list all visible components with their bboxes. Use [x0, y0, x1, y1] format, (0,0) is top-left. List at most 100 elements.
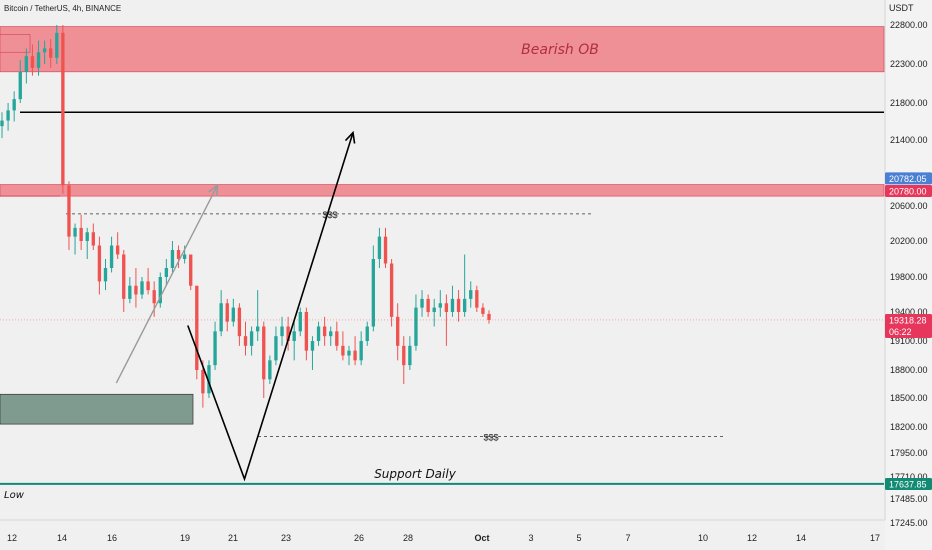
price-tag-bg-0 [885, 172, 932, 185]
x-tick-label-2: 16 [107, 533, 117, 543]
y-tick-label-3: 21400.00 [890, 135, 928, 145]
candle-body-20 [122, 254, 126, 299]
candle-body-80 [487, 313, 491, 320]
price-axis-panel [885, 0, 932, 550]
x-tick-label-12: 10 [698, 533, 708, 543]
candle-body-1 [6, 110, 10, 121]
projection-arrowhead-0 [344, 130, 356, 144]
y-tick-label-4: 20600.00 [890, 201, 928, 211]
zone-1 [0, 184, 885, 197]
candle-body-8 [49, 48, 53, 58]
y-tick-label-1: 22300.00 [890, 59, 928, 69]
y-tick-label-5: 20200.00 [890, 236, 928, 246]
candle-body-13 [79, 227, 83, 241]
candle-body-31 [189, 254, 193, 286]
y-tick-label-9: 18800.00 [890, 365, 928, 375]
candle-body-7 [42, 48, 47, 53]
low-label: Low [4, 490, 25, 501]
candle-body-63 [383, 236, 388, 264]
x-tick-label-13: 12 [747, 533, 757, 543]
candle-body-16 [97, 245, 102, 282]
price-tag-countdown-2: 06:22 [889, 327, 912, 337]
candle-body-50 [304, 312, 309, 351]
candle-body-62 [377, 236, 382, 259]
projection-path-1 [115, 185, 219, 384]
candle-body-69 [420, 298, 424, 308]
level-label-2: $$$ [322, 210, 337, 220]
candle-body-22 [134, 285, 138, 295]
x-tick-label-4: 21 [228, 533, 238, 543]
candle-body-51 [310, 341, 315, 351]
candle-body-44 [268, 360, 272, 380]
candle-body-40 [243, 336, 248, 346]
candle-body-39 [237, 307, 242, 337]
x-tick-label-7: 28 [403, 533, 413, 543]
y-tick-label-2: 21800.00 [890, 98, 928, 108]
y-tick-label-8: 19100.00 [890, 336, 928, 346]
candle-body-79 [481, 307, 485, 314]
x-tick-label-10: 5 [576, 533, 581, 543]
price-tag-bg-1 [885, 185, 932, 197]
currency-label: USDT [889, 3, 914, 13]
y-tick-label-7: 19400.00 [890, 307, 928, 317]
candle-body-53 [322, 326, 327, 337]
candle-body-11 [67, 185, 71, 237]
y-tick-label-12: 17950.00 [890, 448, 928, 458]
candle-body-42 [256, 326, 260, 332]
candle-body-73 [444, 303, 449, 312]
y-tick-label-11: 18200.00 [890, 422, 928, 432]
x-tick-label-3: 19 [180, 533, 190, 543]
candle-body-15 [91, 232, 95, 246]
candle-body-66 [402, 345, 406, 366]
y-tick-label-0: 22800.00 [890, 20, 928, 30]
candle-body-29 [176, 250, 181, 259]
candle-body-0 [0, 120, 4, 127]
candle-body-54 [329, 331, 333, 337]
candle-body-78 [475, 290, 479, 308]
candle-body-18 [109, 245, 114, 268]
price-tag-value-3: 17637.85 [889, 480, 927, 490]
candle-body-75 [456, 298, 461, 312]
price-tag-bg-3 [885, 478, 932, 490]
candle-body-49 [298, 312, 302, 332]
candle-body-36 [219, 303, 223, 332]
candle-body-32 [195, 285, 199, 370]
level-label-3: $$$ [483, 432, 498, 442]
candle-body-52 [316, 326, 321, 341]
price-tag-bg-2 [885, 314, 932, 338]
zone-2 [0, 393, 194, 425]
candle-body-5 [30, 56, 35, 68]
x-tick-label-1: 14 [57, 533, 67, 543]
candle-body-12 [73, 227, 77, 237]
candle-body-56 [341, 345, 345, 356]
candle-body-19 [115, 245, 120, 255]
candle-body-65 [396, 316, 400, 346]
candle-body-77 [469, 290, 473, 299]
candle-body-71 [432, 307, 436, 312]
zone-0 [0, 26, 885, 73]
candle-body-28 [170, 250, 175, 268]
zone-small-left [0, 34, 31, 53]
candle-body-4 [24, 56, 29, 72]
candle-body-68 [414, 307, 418, 346]
candle-body-34 [207, 365, 211, 394]
zone-label-0: Bearish OB [521, 42, 599, 58]
candle-body-57 [347, 350, 351, 356]
candle-body-25 [152, 290, 156, 304]
candle-body-46 [280, 326, 284, 337]
candle-body-26 [158, 277, 162, 304]
candle-body-21 [128, 285, 132, 299]
candle-body-58 [353, 350, 357, 361]
candle-body-37 [225, 303, 229, 322]
candle-body-55 [335, 331, 339, 346]
candle-body-9 [55, 32, 59, 58]
candle-body-27 [164, 268, 169, 277]
y-tick-label-15: 17245.00 [890, 518, 928, 528]
candle-body-23 [140, 281, 144, 295]
candle-body-17 [103, 268, 108, 282]
candle-body-76 [462, 298, 467, 312]
x-tick-label-11: 7 [625, 533, 630, 543]
x-tick-label-6: 26 [354, 533, 364, 543]
candle-body-43 [262, 326, 266, 380]
